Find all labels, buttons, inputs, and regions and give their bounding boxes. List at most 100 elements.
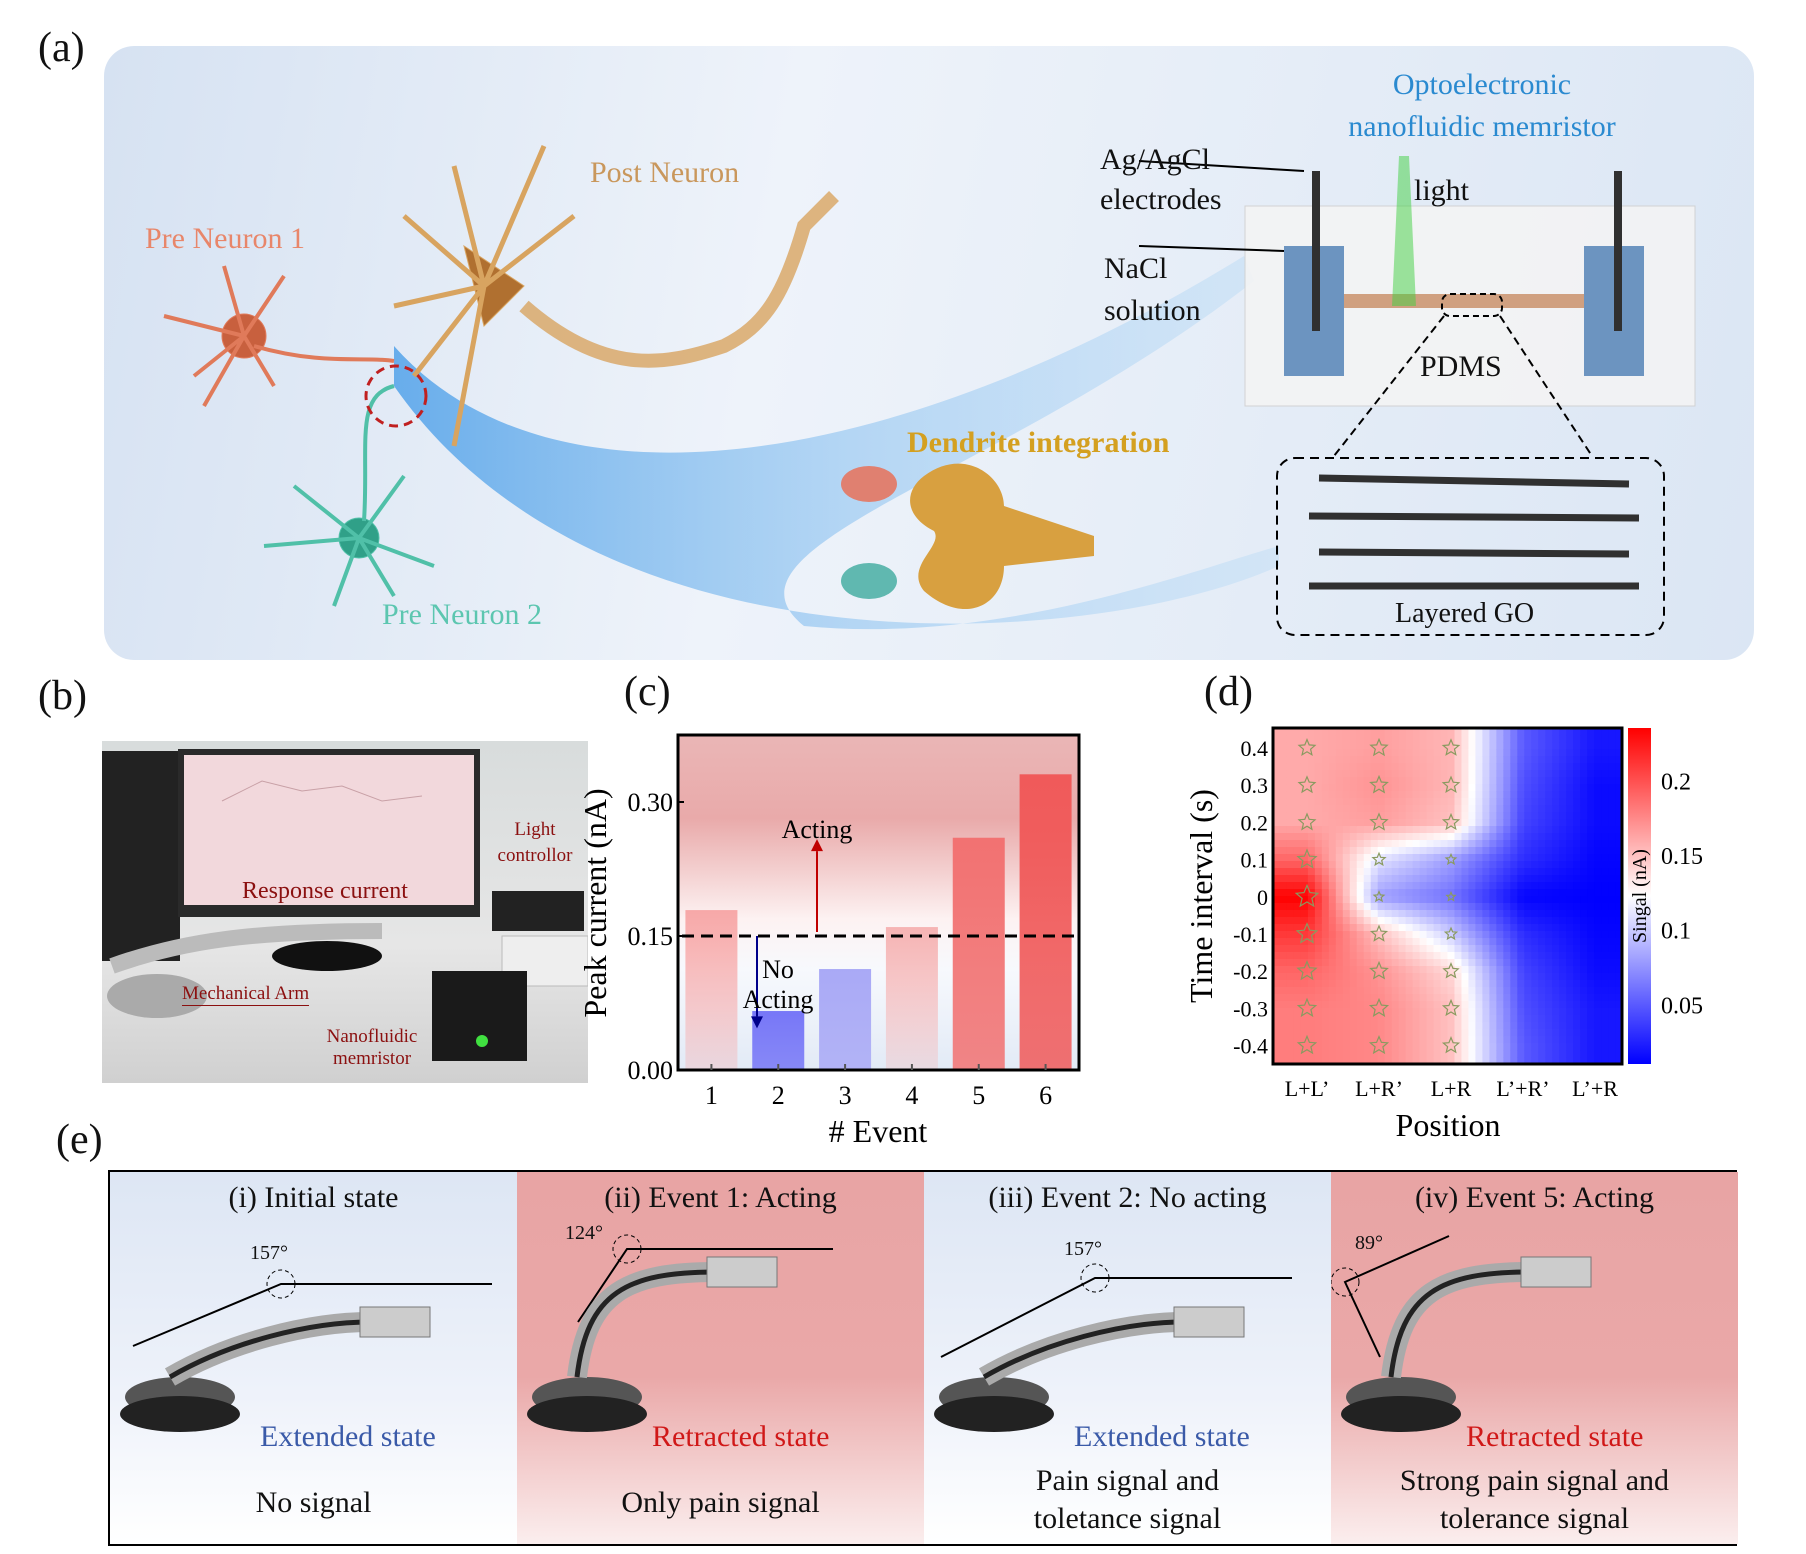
- heatmap-cell: [1405, 924, 1414, 932]
- heatmap-cell: [1587, 791, 1595, 799]
- heatmap-cell: [1328, 896, 1337, 904]
- heatmap-cell: [1286, 847, 1295, 855]
- heatmap-cell: [1440, 945, 1449, 953]
- heatmap-cell: [1496, 1050, 1504, 1058]
- heatmap-cell: [1454, 784, 1463, 792]
- heatmap-cell: [1517, 896, 1525, 904]
- heatmap-cell: [1580, 812, 1588, 820]
- heatmap-cell: [1447, 917, 1456, 925]
- heatmap-cell: [1293, 770, 1302, 778]
- heatmap-cell: [1587, 959, 1595, 967]
- heatmap-cell: [1363, 910, 1372, 918]
- heatmap-cell: [1489, 896, 1497, 904]
- heatmap-cell: [1482, 742, 1490, 750]
- heatmap-cell: [1566, 861, 1574, 869]
- heatmap-cell: [1545, 994, 1553, 1002]
- heatmap-cell: [1601, 1008, 1609, 1016]
- pdms-label: PDMS: [1420, 350, 1502, 383]
- heatmap-cell: [1307, 735, 1316, 743]
- heatmap-cell: [1405, 833, 1414, 841]
- heatmap-cell: [1363, 735, 1372, 743]
- heatmap-cell: [1279, 749, 1288, 757]
- heatmap-cell: [1412, 952, 1421, 960]
- heatmap-cell: [1566, 826, 1574, 834]
- pre-neuron-1-label: Pre Neuron 1: [145, 222, 305, 255]
- heatmap-cell: [1377, 763, 1386, 771]
- heatmap-cell: [1573, 994, 1581, 1002]
- heatmap-cell: [1510, 875, 1518, 883]
- heatmap-cell: [1517, 840, 1525, 848]
- heatmap-cell: [1538, 756, 1546, 764]
- heatmap-cell: [1412, 896, 1421, 904]
- heatmap-cell: [1461, 896, 1470, 904]
- heatmap-cell: [1559, 931, 1567, 939]
- heatmap-cell: [1454, 770, 1463, 778]
- heatmap-cell: [1573, 1022, 1581, 1030]
- heatmap-cell: [1321, 938, 1330, 946]
- heatmap-cell: [1594, 959, 1602, 967]
- heatmap-cell: [1468, 847, 1477, 855]
- x-axis-label: # Event: [829, 1113, 928, 1149]
- heatmap-cell: [1412, 819, 1421, 827]
- heatmap-cell: [1398, 819, 1407, 827]
- heatmap-cell: [1608, 952, 1616, 960]
- heatmap-cell: [1307, 812, 1316, 820]
- heatmap-cell: [1489, 924, 1497, 932]
- heatmap-cell: [1475, 1043, 1483, 1051]
- heatmap-cell: [1475, 1008, 1483, 1016]
- heatmap-cell: [1398, 840, 1407, 848]
- heatmap-cell: [1573, 1015, 1581, 1023]
- heatmap-cell: [1279, 987, 1288, 995]
- heatmap-cell: [1573, 875, 1581, 883]
- heatmap-cell: [1503, 798, 1511, 806]
- heatmap-cell: [1279, 966, 1288, 974]
- heatmap-cell: [1454, 756, 1463, 764]
- heatmap-cell: [1608, 1001, 1616, 1009]
- heatmap-cell: [1545, 791, 1553, 799]
- heatmap-cell: [1286, 903, 1295, 911]
- heatmap-cell: [1405, 777, 1414, 785]
- heatmap-cell: [1531, 1001, 1539, 1009]
- heatmap-cell: [1538, 938, 1546, 946]
- heatmap-cell: [1377, 931, 1386, 939]
- heatmap-cell: [1335, 861, 1344, 869]
- heatmap-cell: [1314, 1036, 1323, 1044]
- heatmap-cell: [1573, 1050, 1581, 1058]
- heatmap-cell: [1440, 861, 1449, 869]
- heatmap-cell: [1482, 875, 1490, 883]
- heatmap-cell: [1307, 910, 1316, 918]
- heatmap-cell: [1475, 728, 1483, 736]
- heatmap-cell: [1293, 924, 1302, 932]
- heatmap-cell: [1391, 756, 1400, 764]
- heatmap-cell: [1587, 1043, 1595, 1051]
- heatmap-cell: [1489, 917, 1497, 925]
- heatmap-cell: [1335, 749, 1344, 757]
- heatmap-cell: [1615, 770, 1623, 778]
- heatmap-cell: [1545, 889, 1553, 897]
- heatmap-cell: [1531, 826, 1539, 834]
- heatmap-cell: [1552, 1057, 1560, 1065]
- heatmap-cell: [1517, 959, 1525, 967]
- heatmap-cell: [1342, 1050, 1351, 1058]
- panel-b-photo: Response current Light controllor Mechani…: [102, 741, 588, 1083]
- heatmap-cell: [1489, 798, 1497, 806]
- y-tick-label: -0.3: [1233, 996, 1268, 1021]
- heatmap-cell: [1580, 1057, 1588, 1065]
- heatmap-cell: [1286, 959, 1295, 967]
- heatmap-cell: [1440, 1043, 1449, 1051]
- heatmap-cell: [1587, 875, 1595, 883]
- heatmap-cell: [1510, 1057, 1518, 1065]
- heatmap-cell: [1426, 784, 1435, 792]
- heatmap-cell: [1489, 959, 1497, 967]
- heatmap-cell: [1286, 966, 1295, 974]
- heatmap-cell: [1412, 882, 1421, 890]
- heatmap-cell: [1566, 1001, 1574, 1009]
- heatmap-cell: [1566, 812, 1574, 820]
- heatmap-cell: [1517, 1001, 1525, 1009]
- heatmap-cell: [1307, 903, 1316, 911]
- heatmap-cell: [1447, 938, 1456, 946]
- heatmap-cell: [1384, 791, 1393, 799]
- heatmap-cell: [1503, 749, 1511, 757]
- heatmap-cell: [1426, 910, 1435, 918]
- heatmap-cell: [1398, 1008, 1407, 1016]
